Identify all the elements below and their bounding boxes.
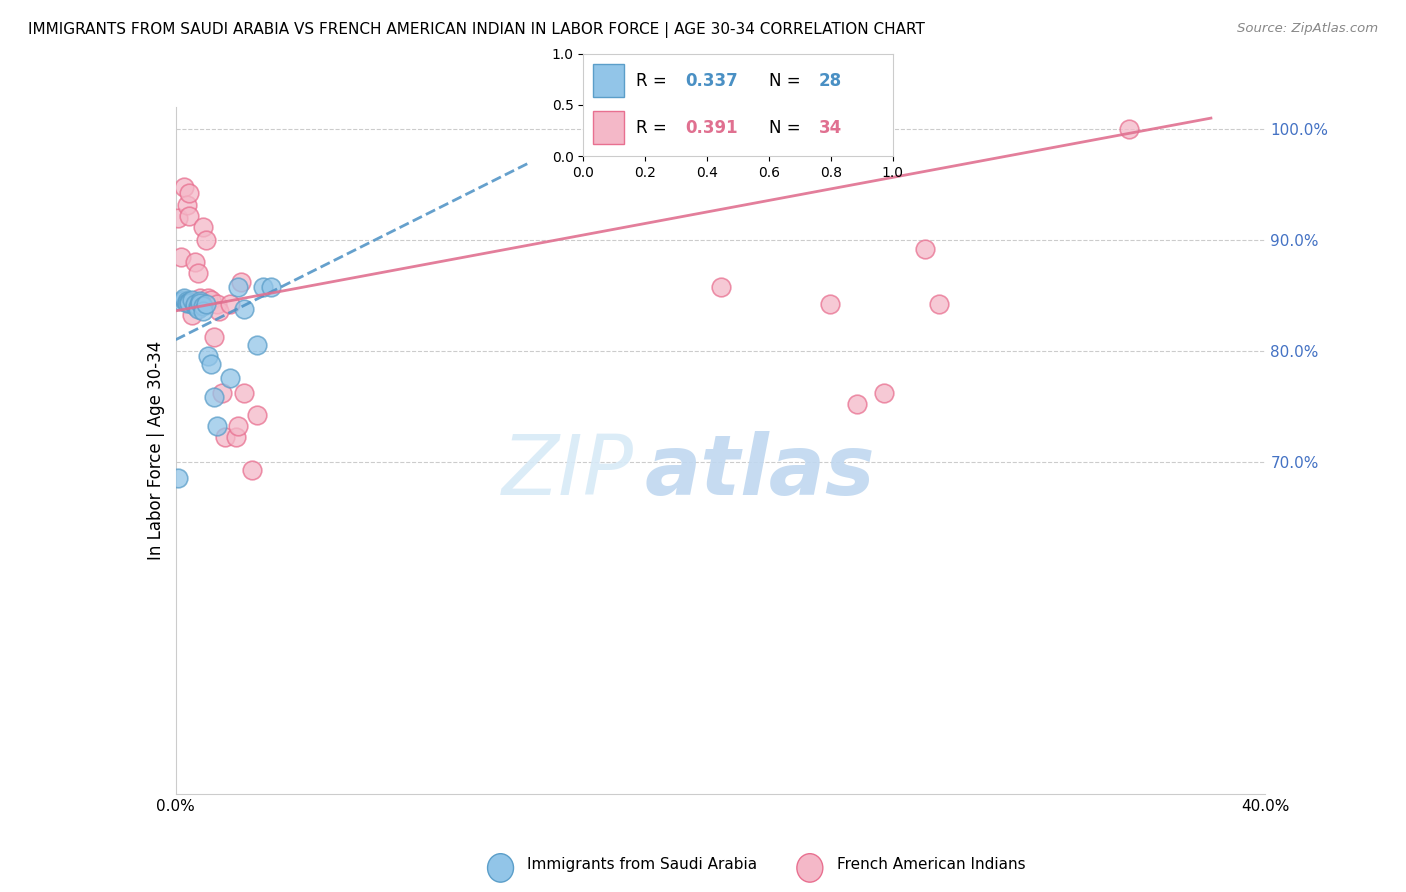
Text: R =: R = — [636, 72, 672, 90]
Circle shape — [488, 854, 513, 882]
Point — [818, 297, 841, 311]
Point — [211, 385, 233, 400]
Text: ZIP: ZIP — [502, 431, 633, 512]
Text: IMMIGRANTS FROM SAUDI ARABIA VS FRENCH AMERICAN INDIAN IN LABOR FORCE | AGE 30-3: IMMIGRANTS FROM SAUDI ARABIA VS FRENCH A… — [28, 22, 925, 38]
Point — [710, 279, 733, 293]
Point — [873, 385, 896, 400]
Point — [176, 293, 198, 308]
Text: atlas: atlas — [644, 431, 875, 512]
Point — [208, 304, 231, 318]
Text: 34: 34 — [818, 120, 842, 137]
Point — [219, 371, 242, 385]
Point — [173, 293, 195, 307]
Point — [914, 242, 936, 256]
Point — [232, 385, 254, 400]
Point — [170, 250, 193, 264]
Point — [205, 419, 228, 434]
Text: Source: ZipAtlas.com: Source: ZipAtlas.com — [1237, 22, 1378, 36]
Point — [202, 390, 225, 404]
Point — [186, 301, 209, 316]
Point — [186, 300, 209, 314]
Point — [167, 471, 190, 485]
Point — [184, 255, 207, 269]
Point — [188, 296, 211, 310]
Point — [188, 291, 211, 305]
Circle shape — [797, 854, 823, 882]
Point — [246, 408, 269, 422]
Point — [202, 330, 225, 344]
Point — [197, 349, 219, 363]
Point — [928, 297, 950, 311]
Point — [228, 419, 250, 434]
Text: Immigrants from Saudi Arabia: Immigrants from Saudi Arabia — [527, 857, 758, 872]
Point — [240, 463, 263, 477]
Point — [219, 297, 242, 311]
Point — [205, 297, 228, 311]
Point — [191, 304, 214, 318]
Point — [194, 233, 217, 247]
Point — [197, 291, 219, 305]
Point — [225, 430, 247, 444]
Bar — [593, 111, 624, 144]
Point — [179, 186, 201, 201]
Point — [173, 291, 195, 305]
Point — [179, 296, 201, 310]
Point — [252, 279, 274, 293]
Point — [170, 293, 193, 308]
Point — [181, 308, 204, 322]
Point — [260, 279, 283, 293]
Point — [1118, 122, 1140, 136]
Text: N =: N = — [769, 120, 806, 137]
Text: French American Indians: French American Indians — [837, 857, 1025, 872]
Point — [228, 279, 250, 293]
Point — [181, 293, 204, 307]
Point — [200, 357, 222, 371]
Point — [184, 300, 207, 314]
Point — [200, 293, 222, 307]
Point — [246, 338, 269, 352]
Point — [232, 301, 254, 316]
Point — [173, 179, 195, 194]
Text: N =: N = — [769, 72, 806, 90]
Text: 28: 28 — [818, 72, 842, 90]
Point — [167, 211, 190, 225]
Bar — [593, 64, 624, 96]
Point — [214, 430, 236, 444]
Point — [194, 297, 217, 311]
Point — [186, 266, 209, 280]
Point — [176, 197, 198, 211]
Point — [188, 293, 211, 308]
Point — [191, 219, 214, 234]
Point — [231, 275, 253, 289]
Point — [179, 295, 201, 310]
Text: 0.391: 0.391 — [686, 120, 738, 137]
Point — [179, 209, 201, 223]
Text: R =: R = — [636, 120, 672, 137]
Point — [191, 300, 214, 314]
Point — [845, 397, 868, 411]
Point — [176, 296, 198, 310]
Y-axis label: In Labor Force | Age 30-34: In Labor Force | Age 30-34 — [146, 341, 165, 560]
Text: 0.337: 0.337 — [686, 72, 738, 90]
Point — [184, 297, 207, 311]
